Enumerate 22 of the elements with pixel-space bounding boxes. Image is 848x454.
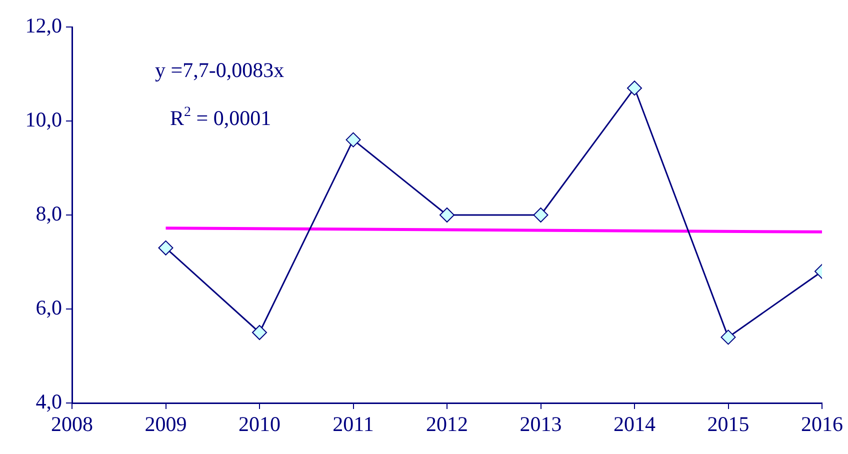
point — [533, 208, 548, 222]
point — [720, 330, 736, 345]
x-tick-label: 2014 — [614, 412, 656, 436]
x-tick-label: 2010 — [238, 412, 280, 436]
x-tick-label: 2016 — [801, 412, 843, 436]
y-tick-label: 6,0 — [36, 296, 62, 320]
point — [346, 132, 361, 148]
x-tick-label: 2008 — [51, 412, 93, 436]
point — [440, 208, 454, 222]
annotation: y =7,7-0,0083x — [155, 58, 285, 82]
y-tick-label: 4,0 — [36, 390, 62, 414]
x-tick-label: 2013 — [520, 412, 562, 436]
x-tick-label: 2011 — [332, 412, 374, 436]
y-tick-label: 8,0 — [36, 202, 62, 226]
point — [627, 80, 642, 96]
x-tick-label: 2015 — [707, 412, 750, 436]
point — [252, 325, 267, 340]
y-tick-label: 12,0 — [25, 14, 62, 38]
x-tick-label: 2012 — [426, 412, 468, 436]
x-tick-label: 2009 — [144, 412, 187, 436]
point — [158, 240, 174, 256]
y-tick-label: 10,0 — [25, 108, 62, 132]
